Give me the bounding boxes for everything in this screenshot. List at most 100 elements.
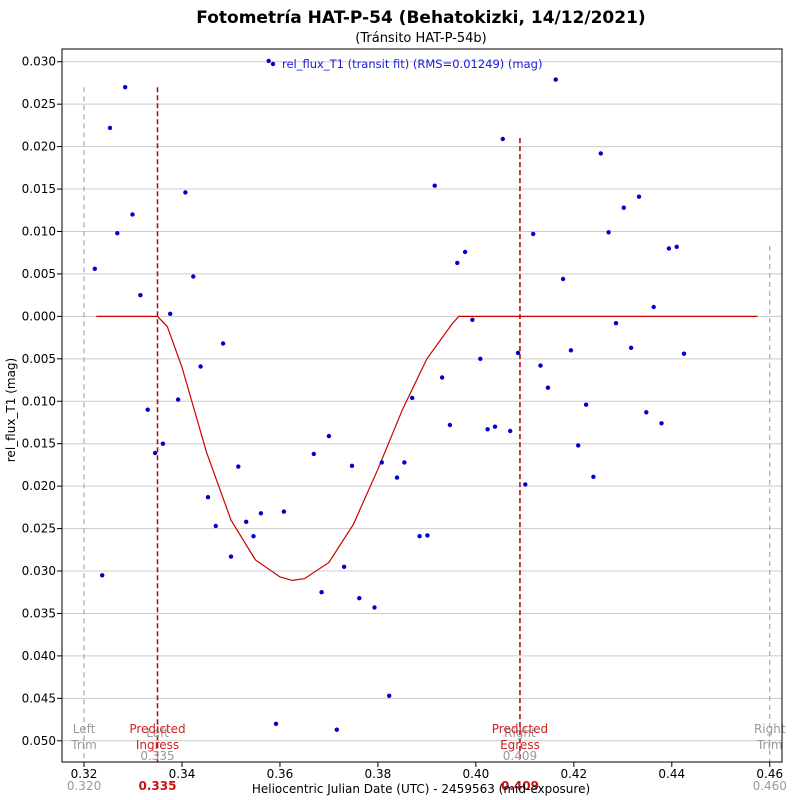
data-point [674,244,679,249]
x-tick-label: 0.42 [560,767,587,781]
legend-label: rel_flux_T1 (transit fit) (RMS=0.01249) … [282,57,542,71]
marker-label-top: Predicted [492,722,548,736]
marker-value-label: 0.460 [753,779,787,793]
data-point [175,397,181,402]
marker-side-label: Right [504,726,536,740]
data-point [583,402,589,407]
data-point [205,495,211,500]
x-tick-label: 0.44 [658,767,685,781]
data-point [628,345,634,350]
data-point [523,482,528,487]
data-point [387,693,392,698]
data-point [545,385,551,390]
data-point [659,421,664,426]
data-point [485,427,490,432]
x-tick-label: 0.34 [169,767,196,781]
data-point [591,474,596,479]
plot-area [62,49,782,762]
legend-marker [270,61,276,67]
marker-side-label: Left [146,726,169,740]
data-point [508,428,513,434]
data-point [244,519,249,524]
x-tick-label: 0.36 [267,767,294,781]
chart-subtitle: (Tránsito HAT-P-54b) [355,31,486,46]
fit-line [96,315,758,582]
data-point [666,246,672,251]
data-point [319,590,324,595]
data-point [621,205,626,210]
data-point [462,249,468,255]
transit-markers: LeftTrimLeftPredictedIngress0.335RightPr… [70,87,786,763]
data-point [576,443,581,448]
data-point [439,375,445,380]
data-point [123,85,128,90]
data-point [115,231,120,236]
x-tick-label: 0.38 [365,767,392,781]
y-tick-label: 0.010 [22,394,56,408]
data-point [492,424,498,429]
marker-label-top: Predicted [129,722,185,736]
y-axis-label: rel_flux_T1 (mag) [4,358,18,462]
y-tick-label: 0.040 [22,649,56,663]
y-axis: 0.030 0.025 0.020 0.015 0.010 0.005 0.000 0.005… [22,55,62,748]
data-point [432,183,437,188]
y-tick-label: 0.030 [22,55,56,69]
x-axis-label: Heliocentric Julian Date (UTC) - 2459563… [252,782,590,796]
data-point [100,573,105,578]
data-point [130,212,135,217]
data-point [417,534,422,539]
y-tick-label: 0.025 [22,97,56,111]
marker-label-bottom: Egress [500,738,540,752]
data-point [281,509,287,514]
data-points [92,58,687,732]
marker-label-top: Left [73,722,96,736]
y-tick-label: 0.015 [22,437,56,451]
data-point [92,266,98,271]
data-point [553,77,558,82]
data-point [613,321,619,326]
data-point [138,293,143,298]
data-point [198,364,203,369]
chart-title: Fotometría HAT-P-54 (Behatokizki, 14/12/… [196,8,645,28]
data-point [258,511,264,516]
marker-value-label: 0.409 [501,779,539,793]
data-point [455,260,460,266]
x-tick-label: 0.40 [463,767,490,781]
plot-frame [61,48,783,763]
data-point [560,276,566,282]
y-tick-label: 0.005 [22,267,56,281]
legend: rel_flux_T1 (transit fit) (RMS=0.01249) … [270,57,542,71]
y-tick-label: 0.010 [22,224,56,238]
y-tick-label: 0.005 [22,352,56,366]
data-point [145,407,150,412]
data-point [107,125,113,131]
data-point [425,533,430,538]
data-point [402,460,407,465]
marker-label-bottom: Ingress [136,738,179,752]
marker-value-inner: 0.409 [503,749,537,763]
data-point [681,351,687,356]
y-tick-label: 0.045 [22,691,56,705]
marker-label-bottom: Trim [756,738,783,752]
data-point [531,231,536,237]
y-tick-label: 0.000 [22,309,56,323]
data-point [636,194,642,199]
data-point [379,460,384,465]
data-point [183,190,188,195]
data-point [447,422,453,428]
data-point [334,727,339,732]
data-point [191,274,196,279]
data-point [213,523,218,529]
data-point [500,136,505,142]
data-point [311,451,316,457]
data-point [644,410,649,415]
data-point [273,721,279,726]
data-point [152,450,158,456]
y-tick-label: 0.050 [22,734,56,748]
y-tick-label: 0.020 [22,479,56,493]
data-point [470,317,475,322]
y-tick-label: 0.030 [22,564,56,578]
data-point [160,441,166,446]
data-point [478,356,483,361]
